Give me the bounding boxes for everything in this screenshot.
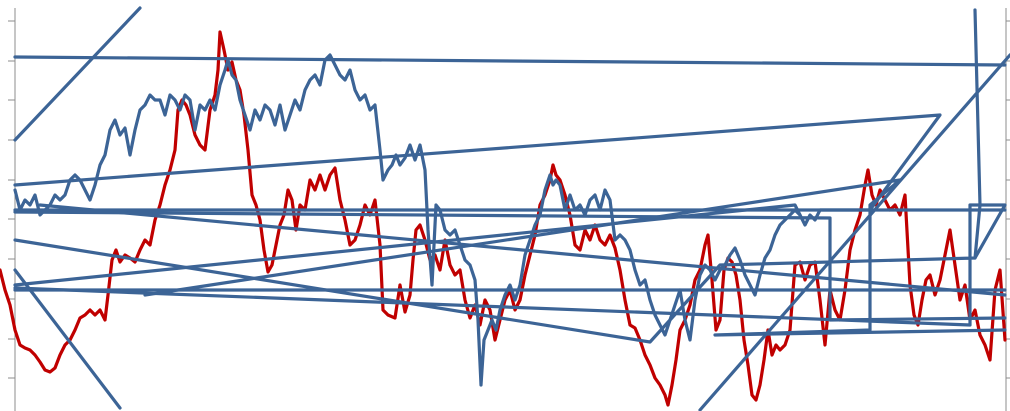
series-line-9	[698, 53, 1010, 411]
series-line-13	[13, 203, 802, 287]
series-line-3	[13, 55, 1007, 67]
series-line-7	[143, 178, 1007, 337]
series-line-8	[973, 8, 982, 260]
series-line-2	[13, 6, 142, 142]
series-line-4	[13, 113, 942, 212]
series-line-6	[13, 268, 122, 410]
series-line-11	[13, 210, 1007, 322]
series-line-1	[13, 53, 1007, 387]
series-line-5	[13, 203, 1007, 344]
series-line-12	[38, 203, 1007, 297]
y-axis-ticks	[8, 20, 1010, 379]
series-group	[0, 6, 1010, 411]
series-line-0	[0, 30, 1007, 407]
